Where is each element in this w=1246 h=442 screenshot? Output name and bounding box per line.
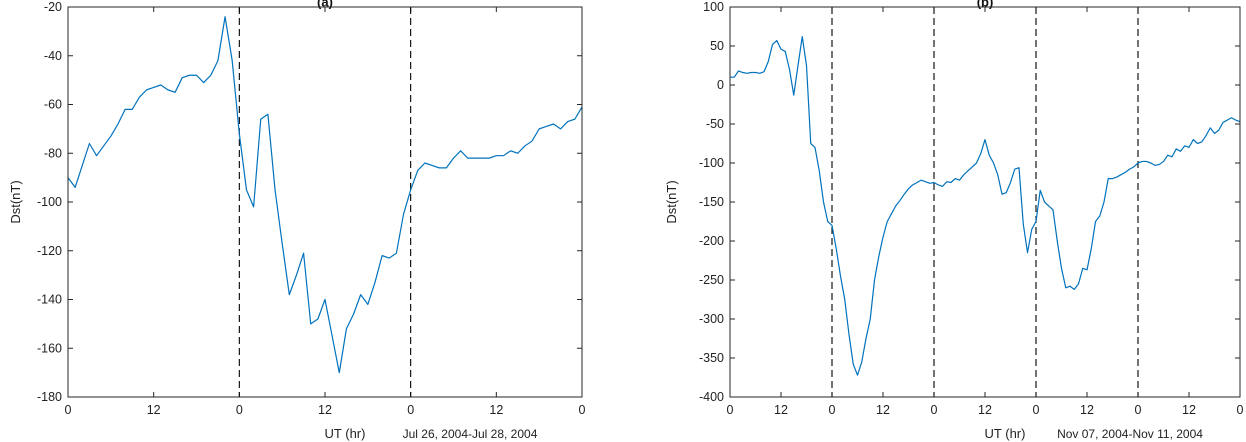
chart-title: (a): [317, 0, 333, 10]
x-tick-label: 12: [774, 403, 788, 417]
x-tick-label: 0: [579, 403, 586, 417]
y-axis-label: Dst(nT): [8, 180, 23, 223]
y-axis-label: Dst(nT): [664, 180, 679, 223]
y-tick-label: -80: [44, 146, 62, 160]
y-tick-label: -250: [699, 273, 724, 287]
vertical-markers: [831, 7, 1139, 397]
y-tick-label: -50: [706, 117, 724, 131]
date-range-label: Nov 07, 2004-Nov 11, 2004: [1057, 427, 1203, 441]
x-tick-label: 0: [236, 403, 243, 417]
x-tick-label: 12: [1080, 403, 1094, 417]
chart-title: (b): [977, 0, 994, 10]
panel-b: (b) Dst(nT) UT (hr) Nov 07, 2004-Nov 11,…: [664, 0, 1244, 441]
panel-a: (a) Dst(nT) UT (hr) Jul 26, 2004-Jul 28,…: [8, 0, 586, 441]
x-tick-label: 12: [318, 403, 332, 417]
x-tick-label: 12: [147, 403, 161, 417]
y-tick-label: 100: [703, 0, 724, 14]
y-tick-label: -20: [44, 0, 62, 14]
x-tick-label: 0: [65, 403, 72, 417]
x-axis-label: UT (hr): [985, 426, 1026, 441]
dst-series-line: [67, 16, 583, 374]
x-tick-label: 0: [931, 403, 938, 417]
y-tick-label: -100: [699, 156, 724, 170]
x-tick-label: 0: [829, 403, 836, 417]
y-tick-label: -200: [699, 234, 724, 248]
y-tick-label: -100: [37, 195, 62, 209]
x-axis-label: UT (hr): [325, 426, 366, 441]
x-tick-label: 0: [1135, 403, 1142, 417]
x-tick-label: 12: [1182, 403, 1196, 417]
dst-series-line: [730, 36, 1241, 376]
x-tick-label: 0: [727, 403, 734, 417]
y-tick-label: -180: [37, 390, 62, 404]
x-tick-label: 12: [489, 403, 503, 417]
axes-frame: [67, 6, 583, 398]
y-tick-label: -40: [44, 49, 62, 63]
y-tick-label: -60: [44, 98, 62, 112]
x-tick-label: 0: [1237, 403, 1244, 417]
y-tick-label: -120: [37, 244, 62, 258]
y-tick-label: -140: [37, 293, 62, 307]
y-tick-label: -300: [699, 312, 724, 326]
y-tick-label: 50: [710, 39, 724, 53]
y-tick-label: -350: [699, 351, 724, 365]
y-tick-label: -400: [699, 390, 724, 404]
date-range-label: Jul 26, 2004-Jul 28, 2004: [403, 427, 538, 441]
x-tick-label: 12: [978, 403, 992, 417]
axes-frame: [729, 6, 1241, 398]
y-tick-label: -160: [37, 341, 62, 355]
y-tick-label: -150: [699, 195, 724, 209]
x-tick-label: 0: [1033, 403, 1040, 417]
x-tick-label: 0: [407, 403, 414, 417]
y-tick-label: 0: [717, 78, 724, 92]
vertical-markers: [238, 7, 412, 397]
x-tick-label: 12: [876, 403, 890, 417]
